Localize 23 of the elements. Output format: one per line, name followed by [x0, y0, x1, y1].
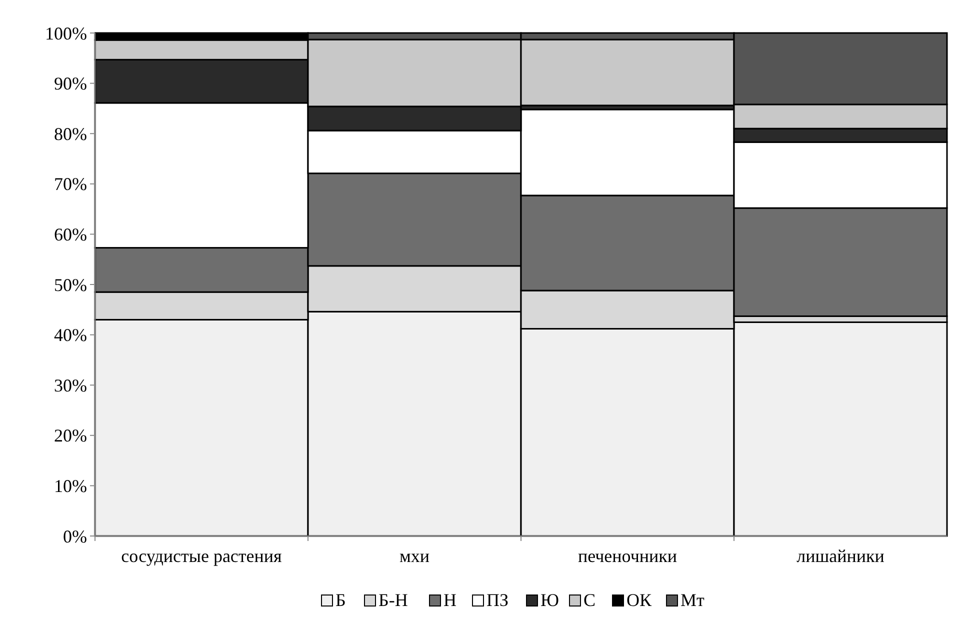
y-tick-label: 30%: [54, 375, 87, 396]
legend-label: ПЗ: [486, 590, 509, 610]
legend-label: Мт: [680, 590, 705, 610]
y-tick-label: 80%: [54, 124, 87, 144]
x-tick-label: мхи: [399, 546, 430, 566]
legend-label: ОК: [626, 590, 652, 610]
legend-label: Б-Н: [378, 590, 408, 610]
legend-label: Б: [336, 590, 346, 610]
x-tick-label: печеночники: [578, 546, 678, 566]
y-tick-label: 10%: [54, 476, 87, 496]
y-tick-label: 70%: [54, 174, 87, 194]
legend-label: Ю: [540, 590, 560, 610]
x-tick-label: сосудистые растения: [121, 546, 282, 566]
x-tick-label: лишайники: [796, 546, 885, 566]
y-tick-label: 100%: [45, 23, 87, 44]
y-tick-label: 60%: [54, 224, 87, 244]
y-tick-label: 0%: [63, 526, 87, 546]
legend-label: Н: [444, 590, 456, 610]
y-tick-label: 90%: [54, 74, 87, 94]
legend-label: С: [584, 590, 596, 610]
y-tick-label: 50%: [54, 274, 87, 295]
y-tick-label: 20%: [54, 426, 87, 446]
y-tick-label: 40%: [54, 325, 87, 346]
